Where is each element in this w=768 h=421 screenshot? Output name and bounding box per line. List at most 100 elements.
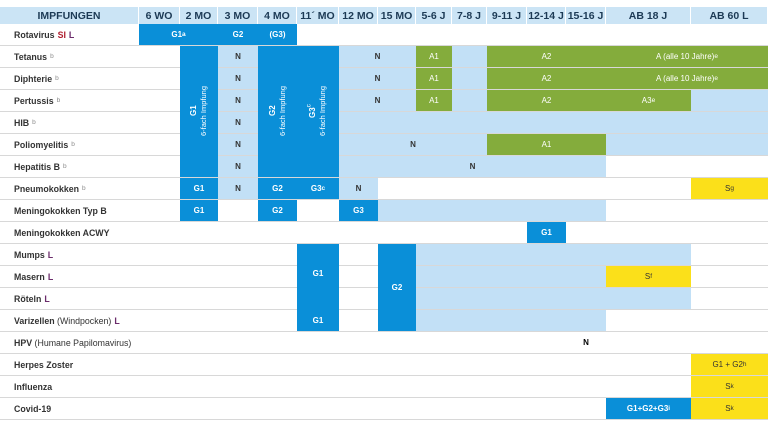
cell-text: A1 bbox=[429, 74, 439, 83]
schedule-cell bbox=[416, 310, 606, 331]
cell-footnote: c bbox=[305, 104, 313, 108]
row-label: Tetanus b bbox=[14, 52, 54, 62]
schedule-cell bbox=[452, 90, 487, 111]
row-label-name: Herpes Zoster bbox=[14, 360, 74, 370]
row-label: Varizellen (Windpocken) L bbox=[0, 310, 139, 332]
row-divider bbox=[0, 177, 768, 178]
cell-sub-label: 6-fach Impfung bbox=[199, 86, 209, 137]
schedule-cell: N bbox=[218, 90, 258, 111]
cell-text: G1 bbox=[193, 206, 205, 215]
column-header: 15-16 J bbox=[566, 7, 606, 24]
row-label: Masern L bbox=[0, 266, 139, 288]
row-label-mark: L bbox=[114, 316, 120, 326]
cell-text: N bbox=[235, 74, 241, 83]
schedule-cell: G3 c bbox=[297, 178, 339, 199]
schedule-cell bbox=[452, 46, 487, 67]
cell-dose-label: G1 bbox=[189, 106, 199, 117]
row-divider bbox=[0, 221, 768, 222]
column-header: 15 MO bbox=[378, 7, 416, 24]
schedule-cell: G1+G2+G3 i bbox=[606, 398, 691, 419]
row-label-name: Meningokokken ACWY bbox=[14, 228, 110, 238]
schedule-cell: G1 bbox=[527, 222, 566, 243]
row-label-mark: SI bbox=[57, 30, 66, 40]
schedule-cell: G2 bbox=[218, 24, 258, 45]
cell-text: N bbox=[374, 52, 381, 61]
schedule-cell: N bbox=[339, 68, 416, 89]
schedule-cell: G1 6-fach Impfung bbox=[180, 46, 218, 177]
row-label-name: Röteln bbox=[14, 294, 42, 304]
cell-text: S bbox=[725, 404, 731, 413]
column-header: AB 60 L bbox=[691, 7, 768, 24]
row-label-name: Meningokokken Typ B bbox=[14, 206, 107, 216]
schedule-cell: A1 bbox=[416, 68, 452, 89]
column-header: 6 WO bbox=[139, 7, 180, 24]
schedule-cell: A1 bbox=[416, 46, 452, 67]
cell-text: A (alle 10 Jahre) bbox=[656, 74, 715, 83]
row-label: HPV (Humane Papilomavirus) bbox=[0, 332, 139, 354]
column-header: 11´ MO bbox=[297, 7, 339, 24]
row-label-name: Poliomyelitis bbox=[14, 140, 69, 150]
schedule-cell: N bbox=[339, 134, 487, 155]
row-divider bbox=[0, 133, 768, 134]
cell-text: G1 bbox=[312, 316, 324, 325]
cell-text: N bbox=[583, 338, 589, 347]
row-label-name: Pertussis bbox=[14, 96, 54, 106]
schedule-cell bbox=[339, 112, 768, 133]
row-divider bbox=[0, 45, 768, 46]
row-label-mark: L bbox=[68, 30, 75, 40]
column-header: 12-14 J bbox=[527, 7, 566, 24]
schedule-cell bbox=[416, 266, 606, 287]
cell-text: N bbox=[235, 96, 241, 105]
schedule-cell: A1 bbox=[416, 90, 452, 111]
column-header: 7-8 J bbox=[452, 7, 487, 24]
row-divider bbox=[0, 353, 768, 354]
cell-sub-label: 6-fach Impfung bbox=[277, 86, 287, 137]
schedule-cell bbox=[691, 90, 768, 111]
cell-text: A2 bbox=[541, 74, 552, 83]
row-label-name: Diphterie bbox=[14, 74, 53, 84]
column-header: AB 18 J bbox=[606, 7, 691, 24]
schedule-cell: N bbox=[339, 90, 416, 111]
row-label-name: Mumps bbox=[14, 250, 45, 260]
schedule-cell: A2 bbox=[487, 68, 606, 89]
schedule-cell: N bbox=[566, 332, 606, 353]
schedule-cell: G3c 6-fach Impfung bbox=[297, 46, 339, 177]
column-header: 4 MO bbox=[258, 7, 297, 24]
vertical-cell-label: G1 6-fach Impfung bbox=[189, 86, 208, 136]
cell-text: N bbox=[235, 52, 241, 61]
row-label-name: Hepatitis B bbox=[14, 162, 60, 172]
row-label-mark: L bbox=[47, 272, 54, 282]
cell-dose-label: G2 bbox=[267, 106, 277, 117]
schedule-cell: G1 bbox=[180, 178, 218, 199]
row-divider bbox=[0, 89, 768, 90]
cell-text: A (alle 10 Jahre) bbox=[656, 52, 715, 61]
row-label: Röteln L bbox=[0, 288, 139, 310]
row-label: Rotavirus SI L bbox=[0, 24, 139, 46]
row-label: Influenza bbox=[0, 376, 139, 398]
column-header: 3 MO bbox=[218, 7, 258, 24]
schedule-cell: A1 bbox=[487, 134, 606, 155]
row-label: Covid-19 bbox=[0, 398, 139, 420]
schedule-cell: A (alle 10 Jahre) e bbox=[606, 68, 768, 89]
cell-text: A1 bbox=[429, 96, 439, 105]
row-label: Mumps L bbox=[0, 244, 139, 266]
row-label: Meningokokken ACWY bbox=[0, 222, 139, 244]
schedule-cell bbox=[416, 288, 691, 309]
schedule-cell: N bbox=[218, 134, 258, 155]
cell-text: G1 bbox=[541, 228, 552, 237]
row-label-name: HPV bbox=[14, 338, 33, 348]
cell-text: N bbox=[374, 96, 381, 105]
row-label: HIB b bbox=[14, 118, 36, 128]
row-label: Pertussis b bbox=[14, 96, 61, 106]
row-label: Meningokokken Typ B bbox=[0, 200, 139, 222]
cell-text: G2 bbox=[391, 283, 403, 292]
cell-text: G2 bbox=[272, 206, 283, 215]
cell-text: G2 bbox=[232, 30, 244, 39]
schedule-cell: G2 bbox=[258, 178, 297, 199]
cell-text: N bbox=[410, 140, 416, 149]
cell-text: N bbox=[235, 184, 241, 193]
schedule-cell: A (alle 10 Jahre) e bbox=[606, 46, 768, 67]
